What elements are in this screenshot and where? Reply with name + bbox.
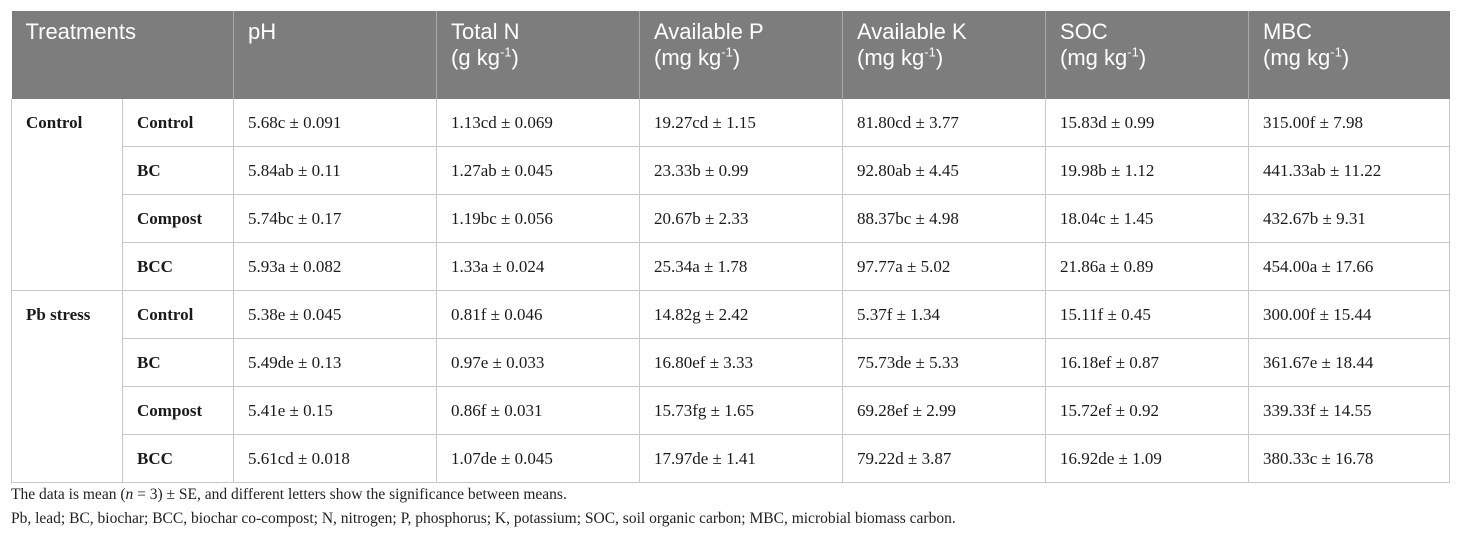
table-cell: 16.18ef ± 0.87 xyxy=(1045,338,1249,387)
table-row: BC 5.84ab ± 0.11 1.27ab ± 0.045 23.33b ± 0.… xyxy=(12,146,1451,195)
header-available-k: Available K (mg kg-1) xyxy=(842,11,1046,99)
table-cell: 0.81f ± 0.046 xyxy=(436,290,640,339)
header-soc: SOC (mg kg-1) xyxy=(1045,11,1249,99)
treatment-label: BCC xyxy=(121,242,234,291)
table-cell: 5.74bc ± 0.17 xyxy=(233,194,437,243)
table-body: Control Control 5.68c ± 0.091 1.13cd ± 0.06… xyxy=(11,99,1451,483)
treatment-label: Compost xyxy=(121,386,234,435)
table-cell: 5.68c ± 0.091 xyxy=(233,99,437,147)
data-table-container: Treatments pH Total N (g kg-1) Available … xyxy=(11,11,1451,483)
table-cell: 1.33a ± 0.024 xyxy=(436,242,640,291)
table-cell: 432.67b ± 9.31 xyxy=(1248,194,1451,243)
treatment-label: Control xyxy=(121,99,234,147)
table-cell: 5.61cd ± 0.018 xyxy=(233,434,437,483)
header-mbc: MBC (mg kg-1) xyxy=(1248,11,1450,99)
table-cell: 361.67e ± 18.44 xyxy=(1248,338,1451,387)
table-cell: 14.82g ± 2.42 xyxy=(639,290,843,339)
table-cell: 19.27cd ± 1.15 xyxy=(639,99,843,147)
table-footnotes: The data is mean (n = 3) ± SE, and diffe… xyxy=(11,483,956,531)
table-cell: 19.98b ± 1.12 xyxy=(1045,146,1249,195)
header-ph: pH xyxy=(233,11,437,99)
table-cell: 21.86a ± 0.89 xyxy=(1045,242,1249,291)
table-cell: 1.13cd ± 0.069 xyxy=(436,99,640,147)
table-cell: 1.19bc ± 0.056 xyxy=(436,194,640,243)
table-cell: 339.33f ± 14.55 xyxy=(1248,386,1451,435)
treatment-label: Compost xyxy=(121,194,234,243)
table-row: Compost 5.74bc ± 0.17 1.19bc ± 0.056 20.67b… xyxy=(12,194,1451,243)
table-cell: 20.67b ± 2.33 xyxy=(639,194,843,243)
header-total-n: Total N (g kg-1) xyxy=(436,11,640,99)
table-cell: 15.83d ± 0.99 xyxy=(1045,99,1249,147)
soil-properties-table: Treatments pH Total N (g kg-1) Available … xyxy=(11,11,1451,483)
table-row: BC 5.49de ± 0.13 0.97e ± 0.033 16.80ef ± 3.… xyxy=(12,338,1451,387)
treatment-label: Control xyxy=(121,290,234,339)
table-row: Pb stress Control 5.38e ± 0.045 0.81f ± 0.0… xyxy=(11,290,1451,483)
table-cell: 18.04c ± 1.45 xyxy=(1045,194,1249,243)
table-cell: 92.80ab ± 4.45 xyxy=(842,146,1046,195)
table-cell: 1.07de ± 0.045 xyxy=(436,434,640,483)
table-cell: 1.27ab ± 0.045 xyxy=(436,146,640,195)
table-row: BCC 5.93a ± 0.082 1.33a ± 0.024 25.34a ± 1.… xyxy=(12,242,1451,291)
table-cell: 17.97de ± 1.41 xyxy=(639,434,843,483)
table-row: BCC 5.61cd ± 0.018 1.07de ± 0.045 17.97de ±… xyxy=(12,434,1451,483)
table-cell: 5.49de ± 0.13 xyxy=(233,338,437,387)
footnote-statistics: The data is mean (n = 3) ± SE, and diffe… xyxy=(11,486,567,503)
table-cell: 81.80cd ± 3.77 xyxy=(842,99,1046,147)
table-cell: 75.73de ± 5.33 xyxy=(842,338,1046,387)
table-cell: 15.11f ± 0.45 xyxy=(1045,290,1249,339)
table-cell: 69.28ef ± 2.99 xyxy=(842,386,1046,435)
table-cell: 0.97e ± 0.033 xyxy=(436,338,640,387)
table-cell: 454.00a ± 17.66 xyxy=(1248,242,1451,291)
table-cell: 97.77a ± 5.02 xyxy=(842,242,1046,291)
treatment-label: BC xyxy=(121,338,234,387)
footnote-abbreviations: Pb, lead; BC, biochar; BCC, biochar co-c… xyxy=(11,510,956,527)
table-cell: 380.33c ± 16.78 xyxy=(1248,434,1451,483)
table-cell: 5.37f ± 1.34 xyxy=(842,290,1046,339)
table-row: Control Control 5.68c ± 0.091 1.13cd ± 0.06… xyxy=(11,99,1451,291)
table-cell: 16.80ef ± 3.33 xyxy=(639,338,843,387)
table-cell: 79.22d ± 3.87 xyxy=(842,434,1046,483)
header-treatments: Treatments xyxy=(11,11,234,99)
treatment-label: BCC xyxy=(121,434,234,483)
table-cell: 300.00f ± 15.44 xyxy=(1248,290,1451,339)
table-cell: 88.37bc ± 4.98 xyxy=(842,194,1046,243)
table-cell: 25.34a ± 1.78 xyxy=(639,242,843,291)
treatment-label: BC xyxy=(121,146,234,195)
table-header: Treatments pH Total N (g kg-1) Available … xyxy=(11,11,1450,99)
table-row: Compost 5.41e ± 0.15 0.86f ± 0.031 15.73fg … xyxy=(12,386,1451,435)
table-cell: 23.33b ± 0.99 xyxy=(639,146,843,195)
table-cell: 5.84ab ± 0.11 xyxy=(233,146,437,195)
group-label: Control xyxy=(11,99,123,291)
table-cell: 5.93a ± 0.082 xyxy=(233,242,437,291)
table-cell: 5.41e ± 0.15 xyxy=(233,386,437,435)
table-cell: 5.38e ± 0.045 xyxy=(233,290,437,339)
table-cell: 315.00f ± 7.98 xyxy=(1248,99,1451,147)
table-cell: 15.73fg ± 1.65 xyxy=(639,386,843,435)
group-label: Pb stress xyxy=(11,290,123,483)
table-cell: 441.33ab ± 11.22 xyxy=(1248,146,1451,195)
table-cell: 15.72ef ± 0.92 xyxy=(1045,386,1249,435)
table-cell: 0.86f ± 0.031 xyxy=(436,386,640,435)
header-available-p: Available P (mg kg-1) xyxy=(639,11,843,99)
table-cell: 16.92de ± 1.09 xyxy=(1045,434,1249,483)
